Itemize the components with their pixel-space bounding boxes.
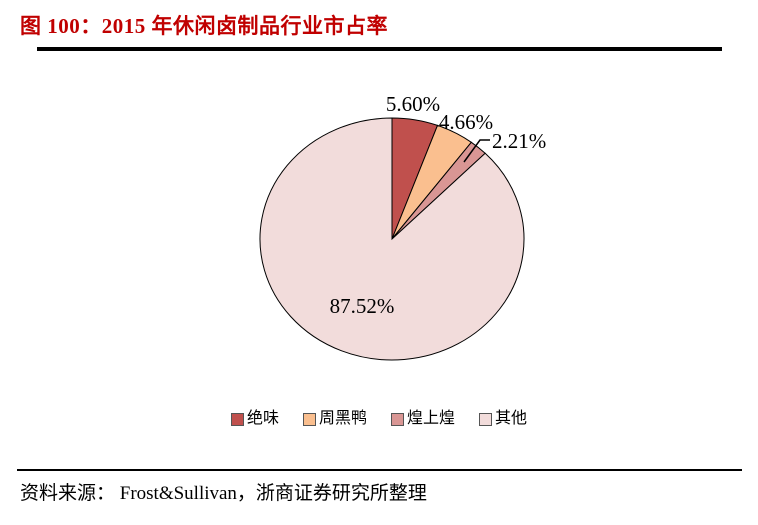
legend-item-其他: 其他 bbox=[479, 409, 527, 429]
legend-item-煌上煌: 煌上煌 bbox=[391, 409, 455, 429]
slice-label-其他: 87.52% bbox=[330, 294, 395, 318]
slice-label-煌上煌: 2.21% bbox=[492, 129, 546, 153]
legend-label: 其他 bbox=[495, 410, 528, 427]
legend-item-周黑鸭: 周黑鸭 bbox=[302, 409, 367, 429]
legend-label: 煌上煌 bbox=[407, 410, 456, 427]
source-text: 资料来源： Frost&Sullivan，浙商证券研究所整理 bbox=[20, 483, 427, 504]
legend-swatch-icon bbox=[302, 412, 316, 426]
slice-label-绝味: 5.60% bbox=[386, 92, 440, 116]
legend-label: 绝味 bbox=[246, 410, 279, 427]
chart-legend: 绝味 周黑鸭 煌上煌 其他 bbox=[0, 409, 758, 429]
pie-chart: 5.60%4.66%2.21% 87.52% bbox=[259, 92, 546, 361]
slice-label-周黑鸭: 4.66% bbox=[439, 110, 493, 134]
legend-swatch-icon bbox=[230, 412, 244, 426]
legend-label: 周黑鸭 bbox=[318, 410, 367, 427]
leader-line bbox=[463, 139, 490, 163]
title-rule bbox=[37, 47, 722, 51]
legend-swatch-icon bbox=[391, 412, 404, 426]
source-rule bbox=[17, 469, 742, 471]
figure-header: 图 100：2015 年休闲卤制品行业市占率 bbox=[0, 0, 758, 51]
legend-swatch-icon bbox=[479, 412, 493, 426]
legend-item-绝味: 绝味 bbox=[230, 409, 279, 429]
pie-slice-其他 bbox=[259, 117, 525, 361]
figure-title: 图 100：2015 年休闲卤制品行业市占率 bbox=[20, 14, 388, 38]
